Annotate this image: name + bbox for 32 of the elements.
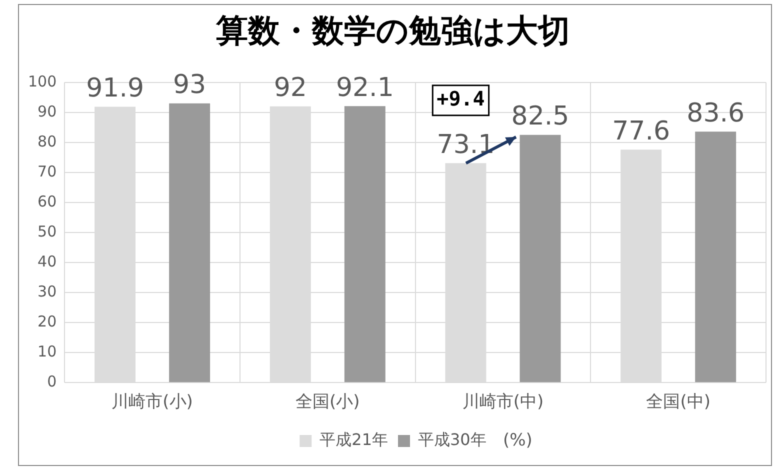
y-tick-label: 70 bbox=[38, 162, 57, 180]
x-tick-label: 全国(中) bbox=[646, 392, 710, 412]
y-tick-label: 90 bbox=[38, 102, 57, 120]
data-label: 77.6 bbox=[612, 116, 670, 146]
y-tick-label: 30 bbox=[38, 282, 57, 300]
y-tick-label: 0 bbox=[47, 372, 57, 390]
data-label: 83.6 bbox=[686, 98, 745, 128]
y-tick-label: 20 bbox=[38, 312, 57, 330]
legend-label: 平成21年 bbox=[320, 430, 388, 450]
y-tick-label: 50 bbox=[38, 222, 57, 240]
bar bbox=[344, 106, 386, 382]
y-tick-label: 10 bbox=[38, 342, 57, 360]
data-label: 82.5 bbox=[511, 102, 570, 132]
data-label: 91.9 bbox=[86, 73, 144, 104]
annotation: +9.4 bbox=[436, 86, 485, 111]
y-tick-label: 100 bbox=[28, 72, 57, 90]
y-tick-label: 60 bbox=[38, 192, 57, 210]
x-tick-label: 全国(小) bbox=[296, 392, 360, 412]
x-tick-label: 川崎市(中) bbox=[462, 392, 544, 412]
bar bbox=[169, 103, 210, 382]
bar bbox=[520, 134, 561, 382]
data-label: 93 bbox=[173, 70, 206, 100]
bar bbox=[695, 132, 736, 382]
y-tick-label: 80 bbox=[38, 132, 57, 150]
text: (%) bbox=[503, 430, 532, 450]
chart-title: 算数・数学の勉強は大切 bbox=[215, 12, 570, 50]
data-label: 92.1 bbox=[336, 72, 394, 103]
legend-label: 平成30年 bbox=[418, 430, 486, 450]
data-label: 92 bbox=[274, 73, 307, 104]
x-tick-label: 川崎市(小) bbox=[112, 392, 193, 412]
y-tick-label: 40 bbox=[38, 252, 57, 270]
data-label: 73.1 bbox=[436, 130, 495, 160]
